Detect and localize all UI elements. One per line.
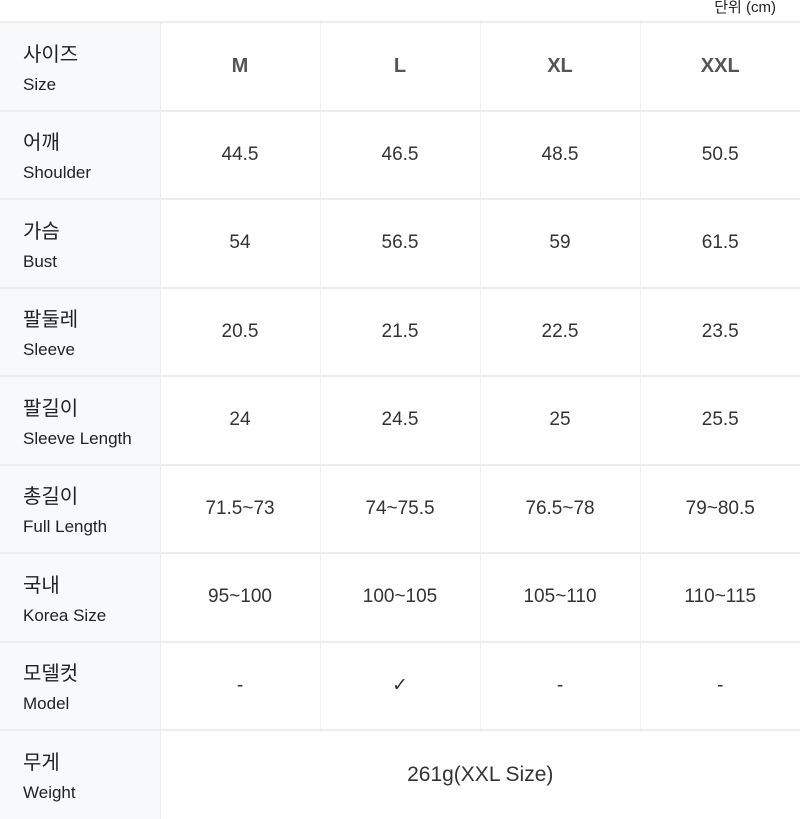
row-label: 가슴 Bust (0, 198, 161, 288)
row-label: 국내 Korea Size (0, 552, 161, 642)
cell-value: 76.5~78 (479, 463, 640, 553)
cell-value: 54 (159, 198, 320, 288)
label-korean: 팔둘레 (23, 309, 79, 332)
cell-value: 105~110 (479, 552, 640, 642)
row-label: 사이즈 Size (0, 21, 161, 111)
table-row: 가슴 Bust 54 56.5 59 61.5 (0, 198, 800, 288)
cell-value: 95~100 (159, 552, 320, 642)
cell-value: - (159, 640, 320, 730)
size-chart-table: 사이즈 Size M L XL XXL 어깨 Shoulder 44.5 46.5 4… (0, 21, 800, 819)
cell-value: 46.5 (319, 109, 480, 199)
label-english: Full Length (23, 517, 108, 537)
label-english: Size (23, 74, 57, 94)
table-row: 모델컷 Model - ✓ - - (0, 640, 800, 730)
row-label: 무게 Weight (0, 729, 161, 819)
size-header: XXL (639, 21, 800, 111)
cell-value: - (479, 640, 640, 730)
label-korean: 모델컷 (23, 663, 79, 686)
cell-value: - (639, 640, 800, 730)
row-label: 팔길이 Sleeve Length (0, 375, 161, 465)
label-english: Sleeve (23, 340, 75, 360)
cell-value: 56.5 (319, 198, 480, 288)
cell-value: 79~80.5 (639, 463, 800, 553)
table-row: 총길이 Full Length 71.5~73 74~75.5 76.5~78 79~8… (0, 463, 800, 553)
size-header: L (319, 21, 480, 111)
cell-value: 50.5 (639, 109, 800, 199)
row-label: 모델컷 Model (0, 640, 161, 730)
label-english: Korea Size (23, 605, 107, 625)
cell-value: 24.5 (319, 375, 480, 465)
label-korean: 팔길이 (23, 397, 79, 420)
label-english: Model (23, 694, 70, 714)
label-korean: 무게 (23, 752, 60, 775)
label-korean: 사이즈 (23, 43, 79, 66)
size-header: XL (479, 21, 640, 111)
label-korean: 국내 (23, 574, 60, 597)
size-header: M (159, 21, 320, 111)
cell-value: 20.5 (159, 286, 320, 376)
cell-value: 25 (479, 375, 640, 465)
row-label: 어깨 Shoulder (0, 109, 161, 199)
cell-value: 22.5 (479, 286, 640, 376)
cell-value: 48.5 (479, 109, 640, 199)
cell-value: 44.5 (159, 109, 320, 199)
label-english: Shoulder (23, 163, 92, 183)
label-korean: 어깨 (23, 132, 60, 155)
cell-value: 59 (479, 198, 640, 288)
table-row: 팔둘레 Sleeve 20.5 21.5 22.5 23.5 (0, 286, 800, 376)
table-row: 국내 Korea Size 95~100 100~105 105~110 110~115 (0, 552, 800, 642)
label-korean: 가슴 (23, 220, 60, 243)
cell-value: 23.5 (639, 286, 800, 376)
cell-value: 25.5 (639, 375, 800, 465)
cell-value: 74~75.5 (319, 463, 480, 553)
row-label: 팔둘레 Sleeve (0, 286, 161, 376)
cell-value: 61.5 (639, 198, 800, 288)
header-row: 사이즈 Size M L XL XXL (0, 21, 800, 111)
table-row: 팔길이 Sleeve Length 24 24.5 25 25.5 (0, 375, 800, 465)
row-label: 총길이 Full Length (0, 463, 161, 553)
weight-row: 무게 Weight 261g(XXL Size) (0, 729, 800, 819)
label-english: Bust (23, 251, 58, 271)
weight-value: 261g(XXL Size) (159, 729, 800, 819)
label-english: Weight (23, 783, 76, 803)
label-english: Sleeve Length (23, 428, 132, 448)
label-korean: 총길이 (23, 486, 79, 509)
cell-value: ✓ (319, 640, 480, 730)
unit-label: 단위 (cm) (714, 0, 776, 16)
cell-value: 71.5~73 (159, 463, 320, 553)
table-row: 어깨 Shoulder 44.5 46.5 48.5 50.5 (0, 109, 800, 199)
cell-value: 100~105 (319, 552, 480, 642)
cell-value: 24 (159, 375, 320, 465)
cell-value: 110~115 (639, 552, 800, 642)
cell-value: 21.5 (319, 286, 480, 376)
